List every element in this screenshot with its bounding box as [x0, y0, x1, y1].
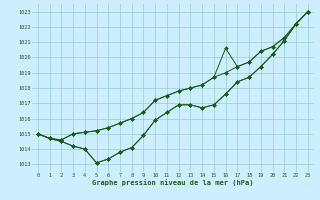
X-axis label: Graphe pression niveau de la mer (hPa): Graphe pression niveau de la mer (hPa)	[92, 180, 253, 186]
